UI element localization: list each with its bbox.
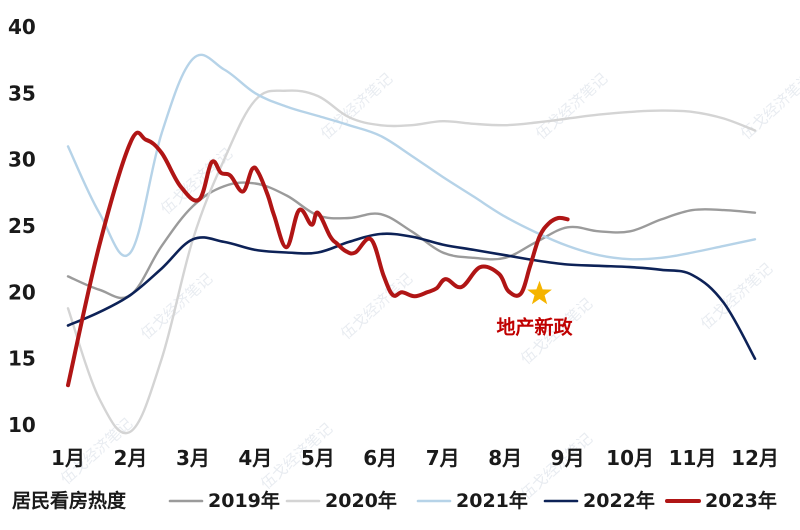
annotation: 地产新政 — [497, 280, 574, 339]
x-tick-label: 12月 — [731, 446, 779, 470]
y-tick-label: 40 — [8, 15, 36, 39]
x-tick-label: 9月 — [551, 446, 585, 470]
series-line-2023 — [66, 130, 570, 388]
x-tick-label: 7月 — [426, 446, 460, 470]
y-tick-label: 20 — [8, 280, 36, 304]
series-line-2022 — [66, 232, 757, 360]
watermark-text: 伍戈经济笔记 — [337, 269, 416, 343]
series-line-2019 — [66, 181, 757, 300]
x-tick-label: 8月 — [488, 446, 522, 470]
annotation-label: 地产新政 — [497, 316, 574, 339]
y-tick-label: 15 — [8, 347, 36, 371]
x-tick-label: 2月 — [113, 446, 147, 470]
series-layer — [66, 53, 757, 435]
y-tick-label: 10 — [8, 413, 36, 437]
legend-title: 居民看房热度 — [12, 489, 127, 512]
x-tick-label: 5月 — [301, 446, 335, 470]
y-axis: 40 35 30 25 20 15 10 — [8, 15, 36, 437]
x-tick-label: 10月 — [606, 446, 654, 470]
legend: 居民看房热度 2019年 2020年 2021年 2022年 2023年 — [12, 489, 777, 512]
legend-label-2022: 2022年 — [583, 489, 655, 512]
x-axis: 1月 2月 3月 4月 5月 6月 7月 8月 9月 10月 11月 12月 — [51, 446, 779, 470]
legend-label-2021: 2021年 — [456, 489, 528, 512]
y-tick-label: 30 — [8, 148, 36, 172]
x-tick-label: 3月 — [176, 446, 210, 470]
series-line-2021 — [66, 53, 757, 261]
x-tick-label: 1月 — [51, 446, 85, 470]
legend-label-2020: 2020年 — [325, 489, 397, 512]
x-tick-label: 4月 — [238, 446, 272, 470]
watermark-text: 伍戈经济笔记 — [532, 69, 611, 143]
watermark-text: 伍戈经济笔记 — [317, 69, 396, 143]
policy-star-marker — [527, 280, 552, 305]
legend-label-2023: 2023年 — [705, 489, 777, 512]
watermark-text: 伍戈经济笔记 — [157, 144, 236, 218]
y-tick-label: 25 — [8, 214, 36, 238]
x-tick-label: 6月 — [363, 446, 397, 470]
x-tick-label: 11月 — [669, 446, 717, 470]
y-tick-label: 35 — [8, 81, 36, 105]
watermark-text: 伍戈经济笔记 — [737, 69, 800, 143]
series-line-2020 — [66, 89, 757, 435]
legend-label-2019: 2019年 — [208, 489, 280, 512]
